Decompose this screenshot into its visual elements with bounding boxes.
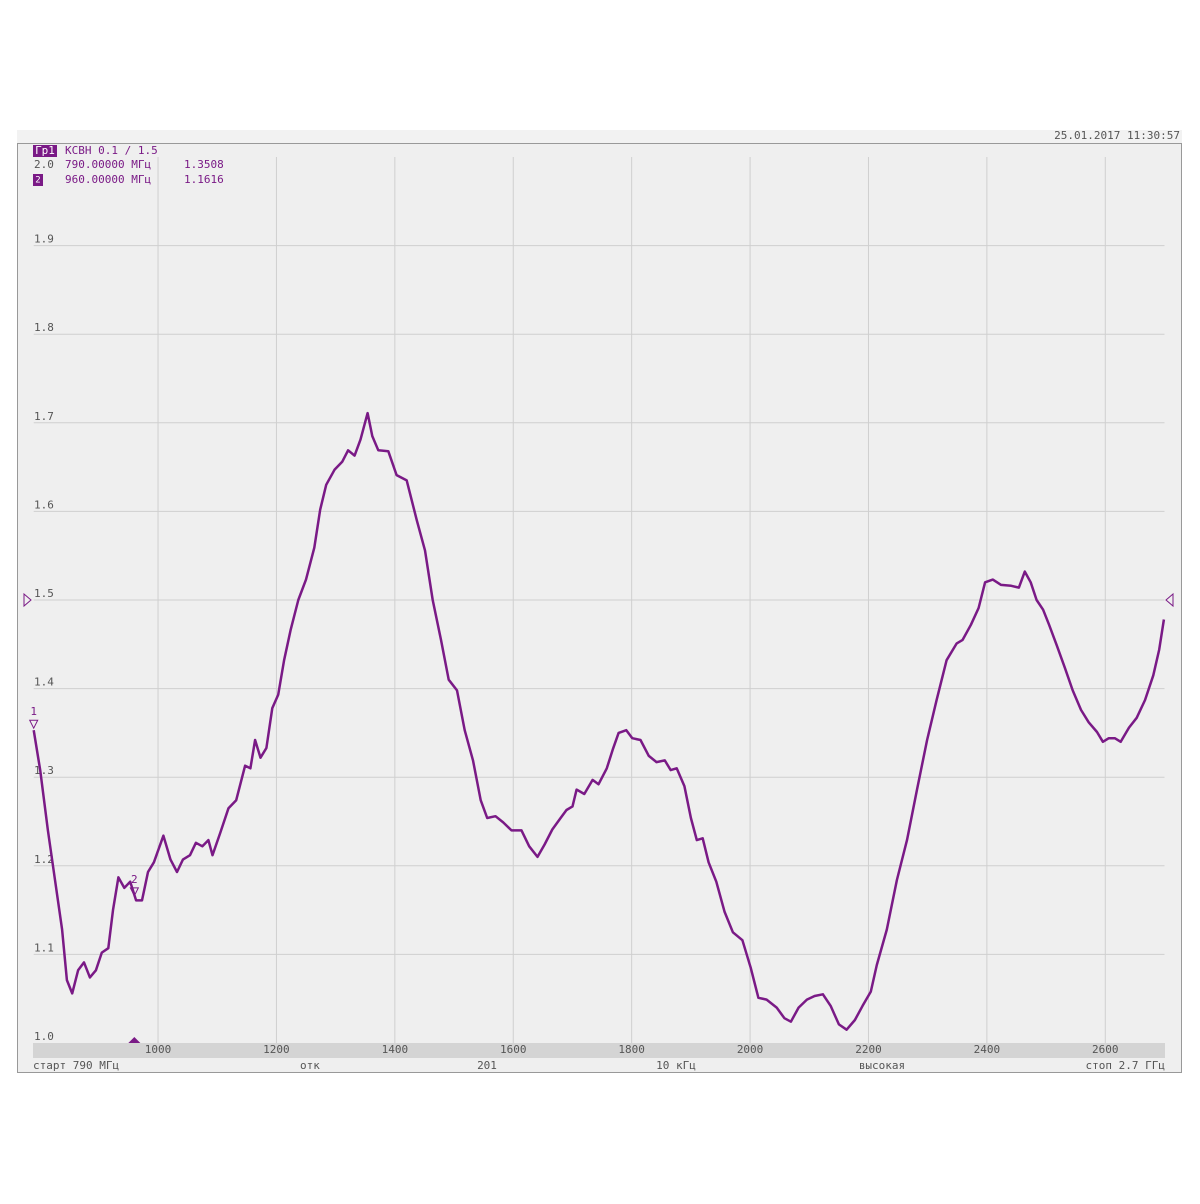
marker-badge-label: 2 [35, 176, 40, 186]
trace-line [32, 411, 1166, 1031]
x-tick-label: 2000 [737, 1043, 764, 1056]
trace-badge [33, 145, 57, 157]
marker-value: 1.1616 [184, 173, 224, 186]
y-tick-label: 1.7 [34, 410, 54, 423]
y-tick-label: 1.3 [34, 764, 54, 777]
y-tick-label: 1.2 [34, 853, 54, 866]
timestamp: 25.01.2017 11:30:57 [1054, 129, 1180, 142]
x-axis-band [33, 1043, 1165, 1058]
y-tick-label: 1.5 [34, 587, 54, 600]
y-tick-label: 2.0 [34, 158, 54, 171]
active-marker-indicator [128, 1037, 141, 1043]
status-text: старт 790 МГц [33, 1059, 119, 1072]
x-tick-label: 2600 [1092, 1043, 1119, 1056]
marker-freq: 790.00000 МГц [65, 158, 151, 171]
x-tick-label: 1800 [618, 1043, 645, 1056]
y-tick-label: 1.4 [34, 676, 54, 689]
x-tick-label: 1400 [382, 1043, 409, 1056]
marker-value: 1.3508 [184, 158, 224, 171]
x-tick-label: 1200 [263, 1043, 290, 1056]
status-text: отк [300, 1059, 320, 1072]
reference-marker-left [23, 592, 32, 608]
status-text: 201 [477, 1059, 497, 1072]
y-tick-label: 1.1 [34, 941, 54, 954]
trace-label: Гр1 [35, 144, 55, 157]
x-tick-label: 1600 [500, 1043, 527, 1056]
marker-triangle [129, 887, 140, 897]
y-tick-label: 1.6 [34, 498, 54, 511]
marker-label: 1 [30, 705, 37, 718]
y-tick-label: 1.8 [34, 321, 54, 334]
format-label: КСВН 0.1 / 1.5 [65, 144, 158, 157]
marker-label: 2 [131, 873, 138, 886]
x-tick-label: 1000 [145, 1043, 172, 1056]
y-tick-label: 1.9 [34, 233, 54, 246]
marker-triangle [28, 719, 39, 730]
plot-frame [17, 143, 1182, 1073]
status-text: стоп 2.7 ГГц [1086, 1059, 1165, 1072]
y-tick-label: 1.0 [34, 1030, 54, 1043]
status-text: высокая [859, 1059, 905, 1072]
marker-badge [33, 174, 43, 186]
x-tick-label: 2200 [855, 1043, 882, 1056]
marker-freq: 960.00000 МГц [65, 173, 151, 186]
reference-marker-right [1165, 592, 1174, 608]
status-text: 10 кГц [656, 1059, 696, 1072]
x-tick-label: 2400 [974, 1043, 1001, 1056]
